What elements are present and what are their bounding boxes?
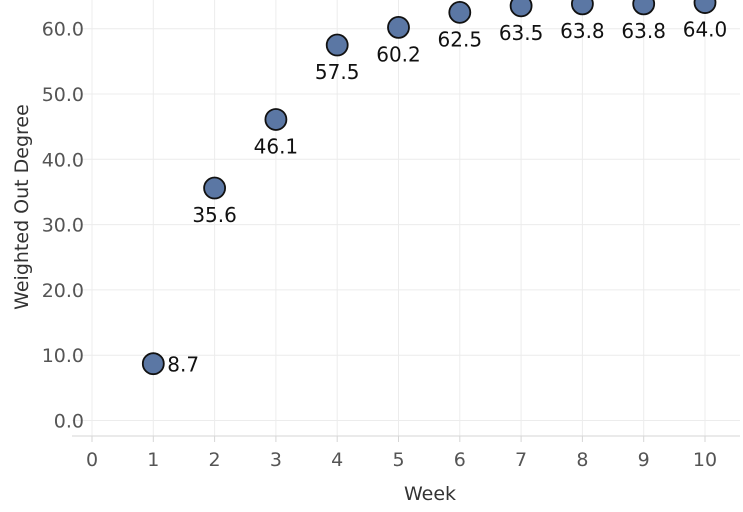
x-tick-label: 3	[270, 449, 282, 471]
data-label: 35.6	[192, 203, 237, 227]
y-tick-label: 10.0	[42, 345, 84, 367]
y-tick-label: 0.0	[54, 411, 84, 433]
y-axis-title: Weighted Out Degree	[11, 104, 33, 310]
data-label: 64.0	[683, 18, 728, 42]
x-tick-label: 6	[454, 449, 466, 471]
point-layer	[141, 0, 717, 376]
x-tick-label: 0	[86, 449, 98, 471]
data-point	[509, 0, 533, 18]
data-point	[203, 176, 227, 200]
data-point	[693, 0, 717, 14]
data-point	[571, 0, 594, 16]
x-tick-label: 5	[392, 449, 404, 471]
x-tick-label: 8	[576, 449, 588, 471]
x-tick-label: 10	[693, 449, 717, 471]
data-label: 62.5	[438, 27, 483, 51]
grid-layer	[72, 0, 740, 436]
x-axis-title: Week	[404, 483, 456, 505]
y-tick-label: 20.0	[42, 280, 84, 302]
y-tick-label: 40.0	[42, 149, 84, 171]
x-tick-label: 4	[331, 449, 343, 471]
x-tick-label: 2	[209, 449, 221, 471]
data-label: 63.5	[499, 21, 544, 45]
data-point	[448, 0, 472, 24]
data-label: 46.1	[254, 134, 299, 158]
data-label: 63.8	[621, 19, 666, 43]
data-label: 8.7	[167, 353, 199, 377]
data-label: 57.5	[315, 60, 360, 84]
data-point	[264, 108, 288, 131]
data-point	[387, 15, 410, 39]
data-point	[141, 352, 165, 376]
y-tick-label: 30.0	[42, 215, 84, 237]
data-label: 60.2	[376, 42, 421, 66]
data-point	[325, 33, 349, 57]
y-tick-label: 60.0	[42, 19, 84, 41]
x-tick-label: 7	[515, 449, 527, 471]
axis-layer: 0.0 10.0 20.0 30.0 40.0 50.0 60.0 0 1 2 3 4 5 6 7 8 9 10	[42, 19, 740, 471]
data-label: 63.8	[560, 19, 605, 43]
x-tick-label: 9	[638, 449, 650, 471]
x-tick-label: 1	[147, 449, 159, 471]
y-tick-label: 50.0	[42, 84, 84, 106]
data-point	[632, 0, 656, 16]
label-layer: 8.7 35.6 46.1 57.5 60.2 62.5 63.5 63.8 63.8 64.0	[167, 18, 727, 377]
